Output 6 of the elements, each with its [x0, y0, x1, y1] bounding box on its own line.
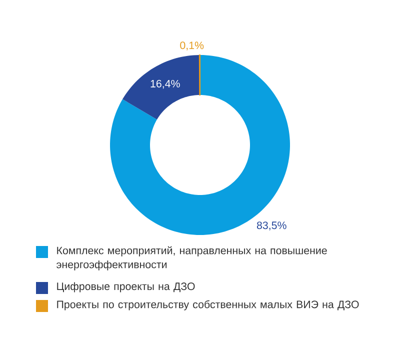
data-label: 0,1% [180, 42, 204, 50]
data-label: 16,4% [150, 80, 180, 89]
legend-label: Комплекс мероприятий, направленных на повышение энергоэффективности [56, 246, 327, 270]
data-label: 83,5% [256, 222, 286, 230]
legend-label: Проекты по строительству собственных малых ВИЭ на ДЗО [57, 300, 359, 310]
legend-label: Цифровые проекты на ДЗО [57, 282, 195, 292]
